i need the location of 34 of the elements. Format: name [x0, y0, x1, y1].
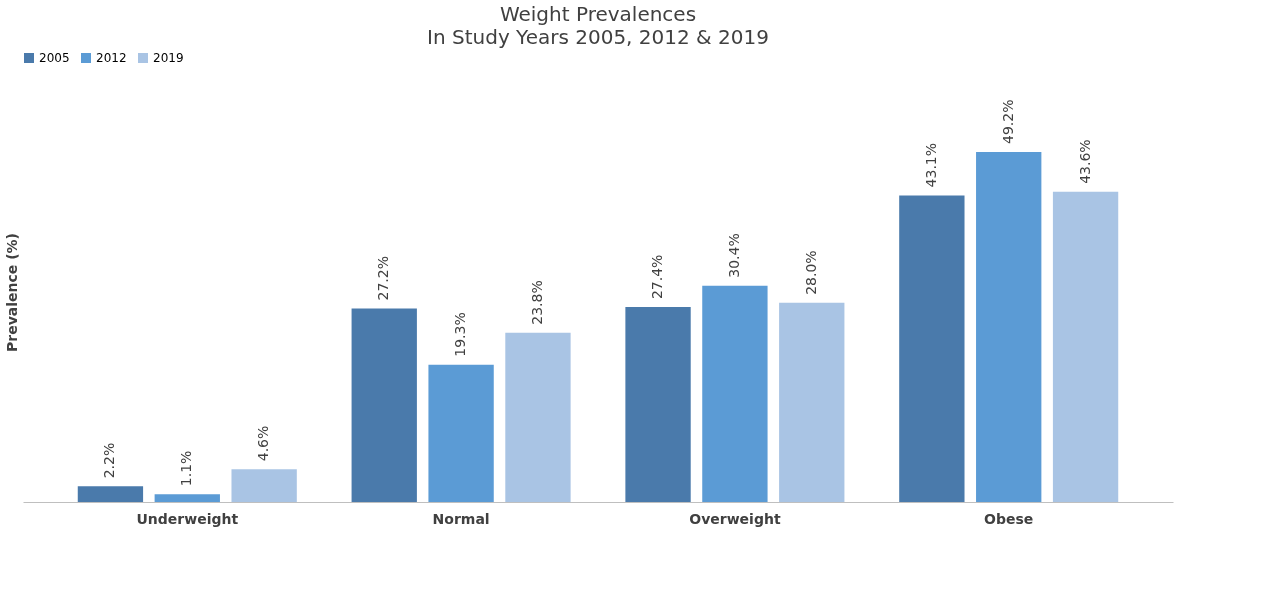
bar [779, 302, 845, 502]
legend-label: 2005 [39, 51, 70, 65]
bar [625, 307, 691, 502]
data-label: 27.2% [375, 256, 392, 301]
chart-subtitle: In Study Years 2005, 2012 & 2019 [427, 25, 769, 49]
x-tick-label: Normal [432, 510, 490, 527]
bar [351, 308, 417, 502]
data-label: 1.1% [178, 450, 195, 487]
data-label: 43.6% [1076, 139, 1093, 184]
data-label: 30.4% [725, 233, 742, 278]
chart-title: Weight Prevalences [499, 2, 697, 26]
bar [1052, 191, 1119, 502]
data-label: 19.3% [452, 312, 469, 357]
bar [899, 195, 965, 502]
data-label: 27.4% [649, 254, 666, 300]
bar [231, 469, 297, 502]
bar [702, 285, 768, 502]
data-label: 49.2% [999, 99, 1016, 144]
x-tick-label: Underweight [136, 510, 239, 527]
bar [77, 486, 144, 502]
bar [976, 152, 1042, 502]
bar [428, 364, 494, 502]
legend-label: 2012 [96, 51, 127, 65]
x-tick-label: Overweight [689, 510, 781, 527]
data-label: 23.8% [528, 280, 545, 325]
bar [154, 494, 220, 502]
data-label: 43.1% [922, 142, 939, 188]
bar [505, 332, 571, 502]
legend-label: 2019 [153, 51, 184, 65]
data-label: 2.2% [101, 442, 118, 479]
data-label: 28.0% [802, 250, 819, 295]
x-tick-label: Obese [984, 510, 1034, 527]
data-label: 4.6% [255, 425, 272, 462]
y-axis-title: Prevalence (%) [3, 233, 20, 352]
